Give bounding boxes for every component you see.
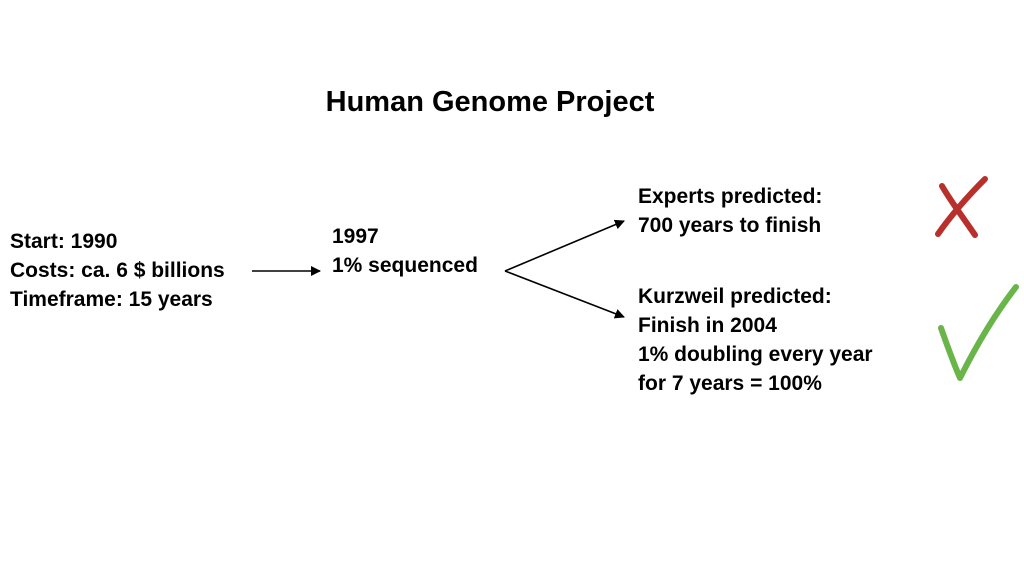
kurzweil-finish-text: Finish in 2004 bbox=[638, 314, 777, 337]
progress-1997-node: 1997 1% sequenced bbox=[332, 222, 478, 280]
experts-heading-text: Experts predicted: bbox=[638, 185, 823, 208]
experts-estimate-text: 700 years to finish bbox=[638, 214, 822, 237]
start-year-text: Start: 1990 bbox=[10, 230, 118, 253]
progress-year-text: 1997 bbox=[332, 225, 379, 248]
timeframe-text: Timeframe: 15 years bbox=[10, 288, 213, 311]
arrow-1997-to-kurzweil bbox=[504, 270, 625, 319]
progress-percent-text: 1% sequenced bbox=[332, 254, 478, 277]
experts-prediction-node: Experts predicted: 700 years to finish bbox=[638, 182, 822, 240]
kurzweil-heading-text: Kurzweil predicted: bbox=[638, 285, 832, 308]
cross-mark-icon bbox=[935, 176, 988, 238]
arrow-1997-to-experts bbox=[504, 219, 625, 272]
project-start-node: Start: 1990 Costs: ca. 6 $ billions Time… bbox=[10, 227, 225, 314]
kurzweil-prediction-node: Kurzweil predicted: Finish in 2004 1% do… bbox=[638, 282, 873, 398]
diagram-title: Human Genome Project bbox=[325, 86, 655, 118]
costs-text: Costs: ca. 6 $ billions bbox=[10, 259, 225, 282]
check-mark-icon bbox=[938, 284, 1019, 381]
kurzweil-result-text: for 7 years = 100% bbox=[638, 372, 822, 395]
kurzweil-doubling-text: 1% doubling every year bbox=[638, 343, 873, 366]
